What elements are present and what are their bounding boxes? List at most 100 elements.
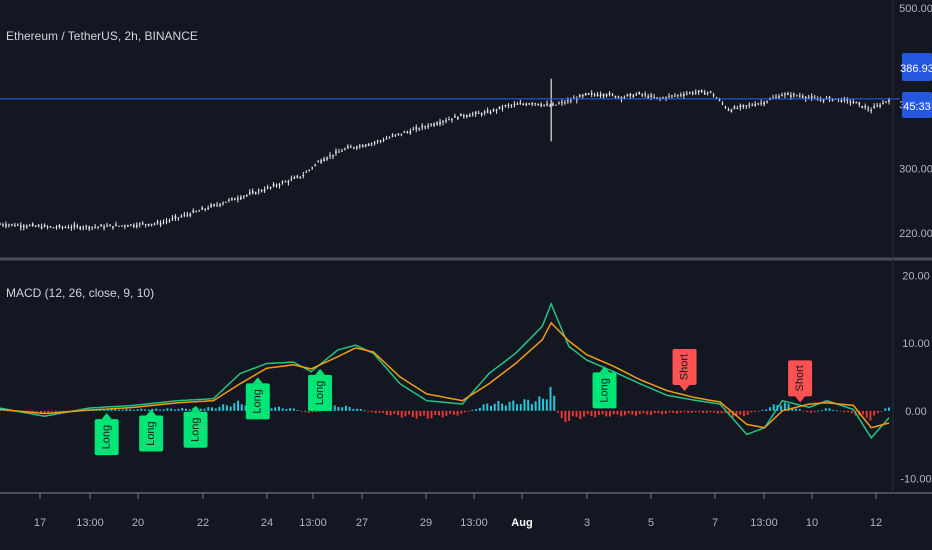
macd-histogram-bar [341, 407, 344, 411]
candle-body [213, 204, 215, 206]
macd-histogram-bar [300, 410, 303, 412]
candle-body [5, 224, 7, 227]
macd-histogram-bar [486, 403, 489, 411]
macd-histogram-bar [173, 409, 176, 411]
macd-histogram-bar [389, 410, 392, 416]
candle-body [201, 207, 203, 210]
candle-body [222, 202, 224, 204]
macd-histogram-bar [664, 410, 667, 414]
time-axis[interactable]: 17 13:00 20 22 24 13:00 27 29 13:00 Aug 3 5 7 13:00 10… [34, 493, 882, 529]
short-signal-label[interactable]: Short [788, 360, 813, 403]
candle-body [0, 224, 1, 226]
candle-body [418, 128, 421, 130]
candle-body [254, 192, 257, 195]
candle-body [43, 224, 46, 227]
macd-histogram-bar [129, 409, 132, 411]
candle-body [831, 98, 834, 101]
time-tick-label: 13:00 [750, 517, 778, 529]
short-signal-label[interactable]: Short [672, 349, 697, 392]
candle-body [578, 94, 581, 98]
candle-body [132, 224, 135, 227]
long-signal-label[interactable]: Long [245, 377, 270, 420]
candle-body [82, 226, 85, 229]
candle-body [14, 224, 16, 227]
price-tick-label: 220.00 [899, 228, 932, 240]
candle-body [549, 105, 551, 107]
candle-body [694, 92, 697, 94]
candle-body [427, 125, 429, 128]
candle-body [540, 104, 542, 107]
macd-histogram-bar [114, 408, 117, 411]
price-pane[interactable]: Ethereum / TetherUS, 2h, BINANCE [0, 29, 900, 232]
candle-body [593, 94, 596, 96]
candle-body [668, 95, 670, 97]
candle-body [115, 224, 117, 226]
candle-body [519, 102, 522, 105]
candle-body [320, 160, 322, 163]
candle-body [810, 96, 813, 99]
candle-body [323, 158, 325, 162]
candle-body [135, 224, 138, 228]
candle-body [260, 190, 263, 192]
candle-body [564, 102, 566, 104]
candle-body [882, 102, 884, 104]
macd-histogram-bar [672, 410, 675, 413]
macd-histogram-bar [742, 410, 745, 417]
macd-histogram-bar [225, 405, 228, 411]
candle-body [727, 109, 730, 111]
candle-body [457, 116, 459, 120]
macd-histogram-bar [393, 410, 396, 414]
candle-body [162, 222, 165, 224]
macd-histogram-bar [832, 409, 835, 411]
candle-body [183, 214, 186, 216]
candle-body [570, 100, 572, 102]
countdown-badge [902, 92, 932, 118]
candle-body [778, 96, 780, 99]
candle-body [584, 93, 587, 96]
long-signal-label[interactable]: Long [94, 413, 119, 456]
macd-histogram-bar [211, 407, 214, 411]
candle-body [516, 103, 519, 105]
macd-histogram-bar [106, 409, 109, 411]
macd-line [0, 301, 890, 440]
long-signal-label[interactable]: Long [183, 405, 208, 448]
candle-body [364, 144, 367, 147]
candle-body [88, 226, 90, 230]
macd-histogram-bar [620, 410, 623, 417]
macd-histogram-bar [51, 410, 54, 412]
candle-body [326, 157, 328, 160]
macd-histogram-bar [482, 404, 485, 411]
long-signal-label[interactable]: Long [592, 366, 617, 409]
macd-pane[interactable]: MACD (12, 26, close, 9, 10) Long Long Long… [0, 286, 890, 456]
macd-tick-label: 10.00 [902, 338, 930, 350]
candle-body [159, 223, 162, 225]
candle-body [275, 185, 278, 187]
price-candles [0, 78, 890, 232]
macd-histogram-bar [184, 408, 187, 411]
long-signal-label[interactable]: Long [139, 409, 164, 452]
macd-histogram-bar [467, 410, 470, 412]
macd-histogram-bar [222, 404, 225, 411]
long-signal-label[interactable]: Long [308, 368, 333, 411]
macd-histogram-bar [363, 410, 366, 412]
candle-body [234, 198, 236, 201]
candle-body [266, 187, 269, 189]
macd-histogram-bar [151, 408, 154, 411]
candle-body [474, 111, 477, 115]
candle-body [757, 103, 759, 105]
signal-label-text: Short [678, 354, 690, 380]
candle-body [888, 99, 890, 102]
candle-body [311, 167, 313, 169]
macd-histogram-bar [590, 410, 593, 417]
candle-body [430, 124, 432, 126]
candle-body [784, 93, 786, 95]
macd-histogram-bar [408, 410, 411, 415]
macd-histogram-bar [653, 410, 656, 414]
candle-body [849, 101, 852, 103]
candle-body [46, 226, 49, 228]
candle-body [302, 175, 305, 177]
macd-histogram-bar [787, 403, 790, 411]
macd-histogram-bar [623, 410, 626, 416]
